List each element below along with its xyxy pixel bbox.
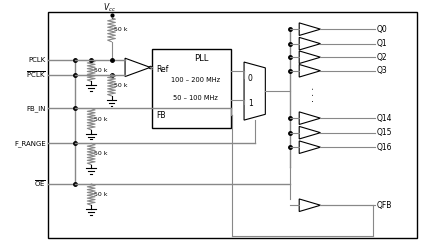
Text: FB_IN: FB_IN — [26, 105, 46, 112]
Text: 1: 1 — [248, 99, 253, 108]
Text: Q3: Q3 — [377, 66, 388, 75]
Bar — [48, 12, 417, 238]
Text: FB: FB — [156, 111, 165, 120]
Text: Q1: Q1 — [377, 39, 387, 48]
Text: 100 – 200 MHz: 100 – 200 MHz — [171, 77, 220, 83]
Polygon shape — [299, 141, 321, 153]
Text: · · ·: · · · — [309, 87, 319, 102]
Text: Q15: Q15 — [377, 128, 392, 137]
Polygon shape — [299, 126, 321, 139]
Text: 50 k: 50 k — [94, 68, 108, 73]
Polygon shape — [299, 23, 321, 35]
Text: 50 k: 50 k — [94, 151, 108, 157]
Text: 50 k: 50 k — [94, 192, 108, 197]
Text: F_RANGE: F_RANGE — [14, 140, 46, 147]
Polygon shape — [244, 62, 265, 120]
Text: PLL: PLL — [194, 54, 209, 63]
Text: Q16: Q16 — [377, 143, 392, 152]
Text: PCLK: PCLK — [29, 57, 46, 63]
Text: Q2: Q2 — [377, 53, 387, 62]
Text: QFB: QFB — [377, 201, 392, 210]
Polygon shape — [125, 58, 150, 76]
Polygon shape — [299, 51, 321, 63]
Bar — [152, 48, 232, 128]
Polygon shape — [299, 199, 321, 212]
Text: $\overline{\rm OE}$: $\overline{\rm OE}$ — [34, 179, 46, 189]
Text: 50 – 100 MHz: 50 – 100 MHz — [173, 95, 218, 101]
Text: Q0: Q0 — [377, 25, 388, 34]
Text: 50 k: 50 k — [114, 27, 128, 32]
Text: 0: 0 — [248, 74, 253, 83]
Polygon shape — [299, 112, 321, 124]
Text: 50 k: 50 k — [114, 83, 128, 88]
Text: 50 k: 50 k — [94, 117, 108, 122]
Text: Ref: Ref — [156, 65, 168, 74]
Polygon shape — [299, 37, 321, 50]
Text: $\overline{\rm PCLK}$: $\overline{\rm PCLK}$ — [26, 69, 46, 80]
Text: $V_{cc}$: $V_{cc}$ — [103, 1, 116, 14]
Text: Q14: Q14 — [377, 114, 392, 123]
Polygon shape — [299, 64, 321, 77]
